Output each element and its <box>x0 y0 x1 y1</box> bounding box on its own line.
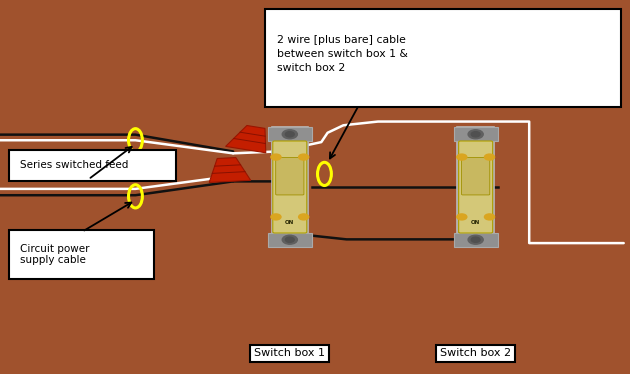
FancyBboxPatch shape <box>462 157 490 195</box>
Polygon shape <box>209 157 251 183</box>
Circle shape <box>282 130 297 139</box>
Text: ON: ON <box>285 220 294 225</box>
Circle shape <box>299 154 309 160</box>
FancyBboxPatch shape <box>457 127 494 247</box>
Text: ON: ON <box>471 220 480 225</box>
Circle shape <box>271 214 281 220</box>
FancyBboxPatch shape <box>268 233 312 247</box>
Circle shape <box>299 214 309 220</box>
FancyBboxPatch shape <box>273 141 307 233</box>
Text: Series switched feed: Series switched feed <box>20 160 129 171</box>
Circle shape <box>285 132 294 137</box>
Text: 2 wire [plus bare] cable
between switch box 1 &
switch box 2: 2 wire [plus bare] cable between switch … <box>277 35 408 73</box>
FancyBboxPatch shape <box>459 141 493 233</box>
FancyBboxPatch shape <box>268 127 312 141</box>
Circle shape <box>271 154 281 160</box>
FancyBboxPatch shape <box>454 233 498 247</box>
Text: Switch box 2: Switch box 2 <box>440 349 511 358</box>
Circle shape <box>457 214 467 220</box>
FancyBboxPatch shape <box>272 127 308 247</box>
Circle shape <box>471 237 480 242</box>
Circle shape <box>468 235 483 244</box>
Circle shape <box>468 130 483 139</box>
Circle shape <box>457 154 467 160</box>
FancyBboxPatch shape <box>454 127 498 141</box>
FancyBboxPatch shape <box>265 9 621 107</box>
Text: Switch box 1: Switch box 1 <box>255 349 325 358</box>
Circle shape <box>282 235 297 244</box>
Circle shape <box>484 154 495 160</box>
FancyBboxPatch shape <box>276 157 304 195</box>
Circle shape <box>285 237 294 242</box>
Circle shape <box>484 214 495 220</box>
Text: Circuit power
supply cable: Circuit power supply cable <box>20 243 89 265</box>
Polygon shape <box>226 126 266 153</box>
FancyBboxPatch shape <box>9 230 154 279</box>
FancyBboxPatch shape <box>9 150 176 181</box>
Circle shape <box>471 132 480 137</box>
